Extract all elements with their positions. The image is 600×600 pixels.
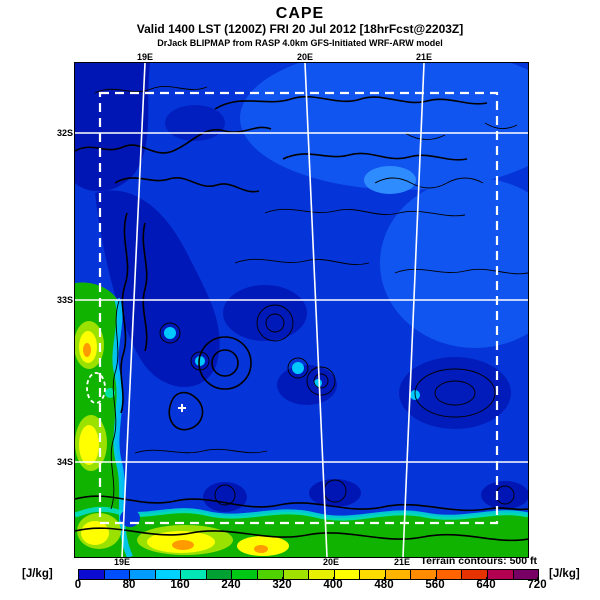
lon-label-bottom-21e: 21E: [393, 557, 410, 567]
lon-label-top-19e: 19E: [136, 52, 153, 62]
colorbar-cell: [283, 570, 310, 579]
colorbar-tick-label: 400: [323, 579, 343, 591]
colorbar-cell: [411, 570, 437, 579]
colorbar-cell: [436, 570, 463, 579]
colorbar-tick-label: 640: [476, 579, 496, 591]
colorbar-tick-mark: [434, 577, 436, 581]
colorbar-cell: [257, 570, 284, 579]
colorbar-cell: [104, 570, 131, 579]
lat-label-left-32s: 32S: [56, 128, 73, 138]
lon-label-top-20e: 20E: [296, 52, 313, 62]
model-credit-line: DrJack BLIPMAP from RASP 4.0km GFS-Initi…: [157, 38, 443, 48]
colorbar-cell: [181, 570, 207, 579]
colorbar-tick-mark: [383, 577, 385, 581]
colorbar-cell: [513, 570, 539, 579]
colorbar-cells: [78, 569, 539, 580]
colorbar-tick-label: 320: [272, 579, 292, 591]
colorbar-tick-label: 240: [221, 579, 241, 591]
cyan-cape-spots: [105, 327, 420, 400]
lon-label-bottom-20e: 20E: [322, 557, 339, 567]
units-label-left: [J/kg]: [22, 568, 53, 580]
terrain-contours: [74, 85, 529, 542]
colorbar-tick-label: 720: [527, 579, 547, 591]
colorbar-cell: [488, 570, 514, 579]
colorbar-tick-mark: [230, 577, 232, 581]
colorbar-tick-mark: [77, 577, 79, 581]
colorbar-tick-mark: [536, 577, 538, 581]
colorbar-tick-label: 560: [425, 579, 445, 591]
colorbar-cell: [360, 570, 386, 579]
nested-domain-boundary: [98, 91, 499, 525]
lat-label-left-33s: 33S: [56, 295, 73, 305]
colorbar-tick-label: 80: [122, 579, 136, 591]
colorbar-cell: [232, 570, 258, 579]
colorbar-tick-label: 160: [170, 579, 190, 591]
colorbar-tick-label: 480: [374, 579, 394, 591]
colorbar-tick-label: 0: [74, 579, 82, 591]
colorbar-tick-mark: [128, 577, 130, 581]
colorbar-tick-mark: [179, 577, 181, 581]
colorbar-cell: [206, 570, 233, 579]
lon-label-top-21e: 21E: [415, 52, 432, 62]
colorbar-cell: [462, 570, 488, 579]
lon-label-bottom-19e: 19E: [113, 557, 130, 567]
cape-field-plot: [74, 46, 570, 559]
graticule: [75, 62, 528, 558]
colorbar-cell: [79, 570, 105, 579]
site-markers: [86, 372, 186, 412]
lat-label-left-34s: 34S: [56, 457, 73, 467]
colorbar-cell: [130, 570, 156, 579]
colorbar-tick-mark: [281, 577, 283, 581]
colorbar-cell: [385, 570, 412, 579]
valid-time-line: Valid 1400 LST (1200Z) FRI 20 Jul 2012 […: [136, 22, 464, 36]
colorbar-cell: [334, 570, 361, 579]
colorbar-cell: [309, 570, 335, 579]
colorbar-tick-mark: [332, 577, 334, 581]
colorbar-ticks: 0 80 160 240 320 400 480 560 640 720: [75, 577, 547, 593]
cape-field-patches: [75, 46, 570, 429]
page-title: CAPE: [275, 5, 325, 22]
colorbar-tick-mark: [485, 577, 487, 581]
terrain-contour-note: Terrain contours: 500 ft: [420, 555, 538, 567]
colorbar-cell: [155, 570, 182, 579]
units-label-right: [J/kg]: [549, 568, 580, 580]
cape-map-panel: [74, 46, 570, 559]
